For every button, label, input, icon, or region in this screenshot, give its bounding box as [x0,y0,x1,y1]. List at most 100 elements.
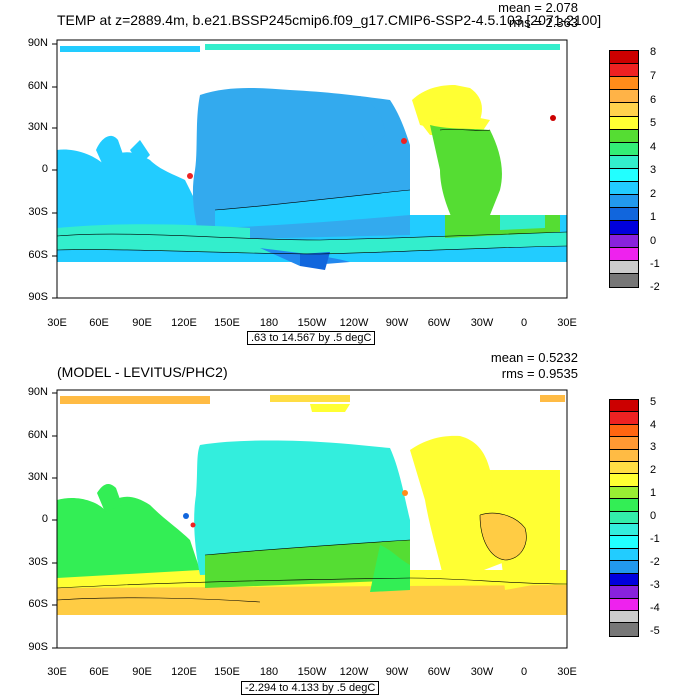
colorbar-swatch [610,610,638,624]
colorbar-swatch [610,234,638,248]
panel1-colorbar-label: 6 [650,94,657,106]
panel1-lat-label: 90N [27,37,48,49]
p2-arctic [60,396,210,404]
panel2-lon-label: 120E [171,666,197,678]
panel2-lat-label: 90S [28,641,48,653]
panel2-lat-label: 60S [28,598,48,610]
p1-atlantic-north [412,85,482,135]
panel1-lat-label: 90S [28,291,48,303]
colorbar-swatch [610,548,638,562]
colorbar-swatch [610,208,638,222]
panel1-lon-label: 120W [339,317,369,329]
panel1-lon-label: 150W [297,317,327,329]
panel1-lon-label: 90E [132,317,152,329]
colorbar-swatch [610,103,638,117]
panel1-lon-label: 90W [385,317,409,329]
panel1-colorbar-label: 5 [650,117,657,129]
colorbar-swatch [610,129,638,143]
colorbar-swatch [610,260,638,274]
panel1-colorbar-label: 7 [650,70,657,82]
p2-atlantic [410,435,510,585]
colorbar-swatch [610,474,638,487]
colorbar-swatch [610,182,638,196]
panel2-lon-label: 30E [47,666,67,678]
panel1-colorbar-label: 2 [650,188,657,200]
panel2-lat-label: 90N [27,386,48,398]
colorbar-swatch [610,142,638,156]
colorbar-swatch [610,437,638,450]
colorbar-swatch [610,51,638,65]
colorbar-swatch [610,511,638,525]
colorbar-swatch [610,64,638,78]
panel2-colorbar-label: 2 [650,464,657,476]
colorbar-swatch [610,247,638,261]
panel2-lat-label: 0 [41,513,48,525]
colorbar-swatch [610,273,638,287]
panel1-lat-label: 0 [41,163,48,175]
panel2-colorbar-label: -2 [650,556,660,568]
panel1-colorbar [609,50,639,288]
colorbar-swatch [610,90,638,104]
colorbar-swatch [610,449,638,463]
colorbar-swatch [610,412,638,425]
panel2-lat-label: 30S [28,556,48,568]
panel2-lon-label: 150E [214,666,240,678]
panel1-lon-label: 120E [171,317,197,329]
colorbar-swatch [610,499,638,512]
panel2-colorbar [609,399,639,637]
panel2-colorbar-label: 1 [650,487,657,499]
panel1-lat-label: 30N [27,121,48,133]
panel2-lon-label: 30W [470,666,494,678]
panel2-lon-label: 90W [385,666,409,678]
panel2-lon-label: 60E [89,666,109,678]
colorbar-swatch [610,573,638,587]
panel1-lat-label: 60S [28,249,48,261]
panel2-ticks [52,392,57,649]
colorbar-swatch [610,486,638,500]
panel2-title: (MODEL - LEVITUS/PHC2) [57,364,228,380]
panel1-rms: rms = 2.363 [508,15,578,30]
panel1-colorbar-label: 1 [650,211,657,223]
p2-pacific [194,440,410,575]
panel2-rms: rms = 0.9535 [501,366,578,381]
panel1-lon-label: 60W [427,317,451,329]
colorbar-swatch [610,155,638,169]
colorbar-swatch [610,561,638,574]
panel1-lat-label: 30S [28,206,48,218]
panel2-lon-label: 0 [520,666,528,678]
panel1-lon-label: 60E [89,317,109,329]
panel2-colorbar-label: 4 [650,419,657,431]
p1-arctic [60,46,200,52]
p2-southern-ocean [57,575,567,615]
colorbar-swatch [610,524,638,537]
p1-indian-ocean [57,149,200,240]
panel1-lon-label: 180 [259,317,279,329]
panel2-colorbar-label: 0 [650,510,657,522]
panel2-colorbar-label: 3 [650,441,657,453]
panel2-range-box: -2.294 to 4.133 by .5 degC [241,681,380,695]
panel1-colorbar-label: 3 [650,164,657,176]
colorbar-swatch [610,623,638,636]
colorbar-swatch [610,400,638,413]
colorbar-swatch [610,462,638,475]
colorbar-swatch [610,221,638,235]
panel2-colorbar-label: -5 [650,625,660,637]
panel2-lat-label: 30N [27,471,48,483]
colorbar-swatch [610,586,638,599]
panel1-colorbar-label: 0 [650,235,657,247]
panel2-lon-label: 120W [339,666,369,678]
panel1-range-box: .63 to 14.567 by .5 degC [247,331,376,345]
panel1-lon-label: 150E [214,317,240,329]
panel1-ticks [52,43,57,299]
panel1-lon-label: 0 [520,317,528,329]
panel1-lon-label: 30E [47,317,67,329]
panel2-lon-label: 150W [297,666,327,678]
colorbar-swatch [610,116,638,130]
colorbar-swatch [610,168,638,183]
p2-indian-ocean [57,496,200,578]
colorbar-swatch [610,598,638,611]
panel1-lat-label: 60N [27,80,48,92]
panel2-mean: mean = 0.5232 [490,350,578,365]
panel1-colorbar-label: 8 [650,46,657,58]
